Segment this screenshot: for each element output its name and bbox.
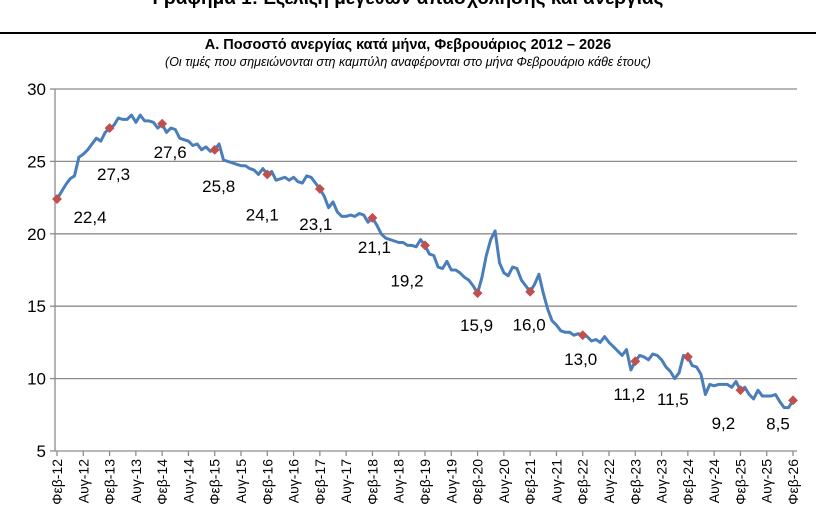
- y-tick-label: 5: [37, 442, 46, 461]
- x-tick-label: Φεβ-14: [154, 459, 170, 505]
- february-marker: [472, 288, 483, 299]
- x-tick-label: Αυγ-17: [338, 459, 354, 503]
- x-tick-label: Φεβ-16: [259, 459, 275, 505]
- data-label: 19,2: [390, 271, 423, 290]
- chart-title: Α. Ποσοστό ανεργίας κατά μήνα, Φεβρουάρι…: [204, 37, 612, 53]
- y-tick-label: 15: [27, 297, 46, 316]
- x-tick-label: Φεβ-23: [627, 459, 643, 505]
- february-marker: [682, 351, 693, 362]
- x-tick-label: Φεβ-13: [102, 459, 118, 505]
- x-tick-label: Φεβ-19: [417, 459, 433, 505]
- february-marker: [735, 385, 746, 396]
- data-label: 9,2: [712, 414, 736, 433]
- february-marker: [262, 169, 273, 180]
- data-label: 8,5: [766, 414, 790, 433]
- february-marker: [525, 286, 536, 297]
- february-marker: [52, 194, 62, 204]
- data-label: 23,1: [299, 215, 332, 234]
- x-tick-label: Αυγ-24: [706, 459, 722, 503]
- x-tick-label: Φεβ-12: [49, 459, 65, 505]
- x-tick-label: Αυγ-25: [759, 459, 775, 503]
- data-label: 24,1: [246, 205, 279, 224]
- data-label: 16,0: [513, 316, 546, 335]
- february-marker: [209, 144, 220, 155]
- february-marker: [577, 330, 588, 341]
- x-tick-label: Αυγ-19: [443, 459, 459, 503]
- x-tick-label: Φεβ-21: [522, 459, 538, 505]
- x-tick-label: Αυγ-22: [601, 459, 617, 503]
- x-tick-label: Αυγ-16: [286, 459, 302, 503]
- february-marker: [104, 123, 115, 134]
- x-tick-label: Αυγ-21: [548, 459, 564, 503]
- y-tick-label: 30: [27, 80, 46, 99]
- x-tick-label: Αυγ-18: [391, 459, 407, 503]
- data-label: 15,9: [460, 316, 493, 335]
- data-label: 27,6: [154, 143, 187, 162]
- figure-title: Γράφημα 1: Εξέλιξη μεγεθών απασχόλησης κ…: [0, 0, 816, 10]
- y-tick-label: 10: [27, 370, 46, 389]
- x-tick-label: Αυγ-23: [654, 459, 670, 503]
- x-tick-label: Φεβ-17: [312, 459, 328, 505]
- february-marker: [367, 212, 378, 223]
- x-tick-label: Αυγ-14: [180, 459, 196, 503]
- x-tick-label: Φεβ-25: [732, 459, 748, 505]
- x-tick-label: Φεβ-18: [364, 459, 380, 505]
- x-tick-label: Φεβ-26: [785, 459, 801, 505]
- february-marker: [157, 118, 168, 129]
- x-tick-label: Αυγ-20: [496, 459, 512, 503]
- y-tick-label: 25: [27, 152, 46, 171]
- data-label: 13,0: [564, 350, 597, 369]
- y-tick-label: 20: [27, 225, 46, 244]
- data-label: 11,5: [657, 390, 689, 409]
- february-marker: [630, 356, 641, 367]
- x-tick-label: Αυγ-12: [75, 459, 91, 503]
- x-tick-label: Φεβ-20: [470, 459, 486, 505]
- x-tick-label: Αυγ-13: [128, 459, 144, 503]
- x-tick-label: Φεβ-24: [680, 459, 696, 505]
- data-label: 25,8: [202, 177, 235, 196]
- x-tick-label: Φεβ-15: [207, 459, 223, 505]
- february-marker: [314, 183, 325, 194]
- title-divider: [0, 32, 816, 34]
- february-marker: [788, 395, 798, 406]
- data-label: 21,1: [358, 238, 391, 257]
- february-marker: [420, 240, 430, 251]
- x-tick-label: Αυγ-15: [233, 459, 249, 503]
- data-label: 27,3: [97, 165, 130, 184]
- x-tick-label: Φεβ-22: [575, 459, 591, 505]
- data-label: 22,4: [73, 208, 106, 227]
- chart-note: (Οι τιμές που σημειώνονται στη καμπύλη α…: [165, 55, 651, 69]
- data-label: 11,2: [613, 385, 645, 404]
